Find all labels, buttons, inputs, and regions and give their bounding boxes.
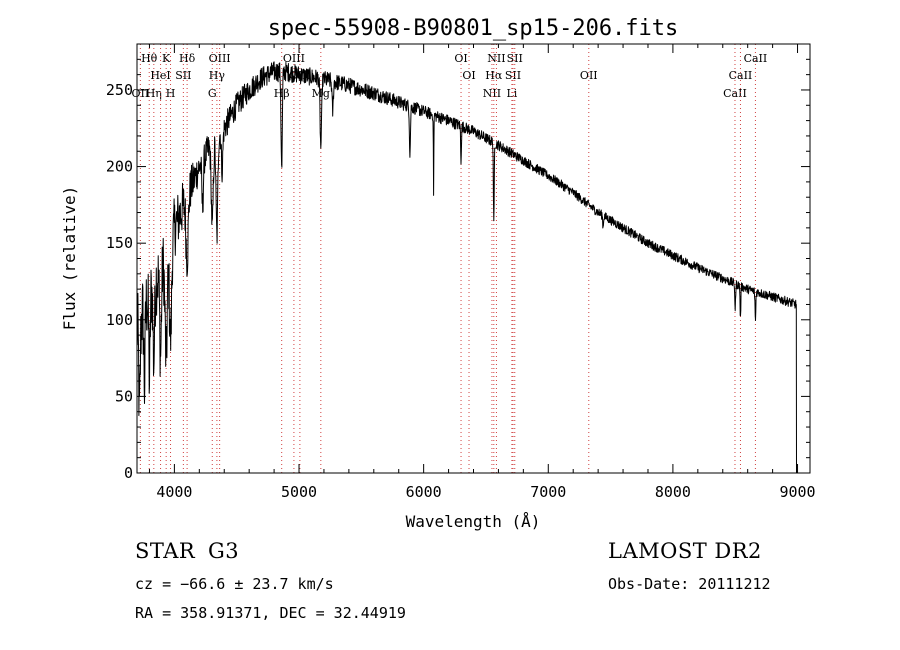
object-type: STAR (135, 539, 196, 563)
y-tick-label: 50 (115, 387, 133, 405)
x-tick-label: 9000 (779, 483, 815, 501)
x-tick-label: 6000 (406, 483, 442, 501)
line-marker-layer: OIIHθHηHeIKHSIIHδGHγOIIIHβOIIIOIIIMgOIOI… (132, 44, 768, 473)
line-marker-label: Hβ (274, 87, 290, 100)
line-marker-label: Hα (485, 69, 503, 82)
y-tick-label: 100 (106, 311, 133, 329)
y-tick-label: 150 (106, 234, 133, 252)
line-marker-label: CaII (723, 87, 747, 100)
x-tick-label: 5000 (281, 483, 317, 501)
y-tick-label: 250 (106, 81, 133, 99)
x-axis-label: Wavelength (Å) (406, 512, 541, 531)
line-marker-label: Hθ (141, 52, 158, 65)
spectrum-layer (136, 61, 797, 474)
line-marker-label: OI (454, 52, 467, 65)
survey-label: LAMOST DR2 (608, 539, 762, 563)
line-marker-label: OI (462, 69, 475, 82)
line-marker-label: K (162, 52, 171, 65)
line-marker-label: SII (175, 69, 191, 82)
x-tick-label: 7000 (530, 483, 566, 501)
x-tick-label: 8000 (655, 483, 691, 501)
line-marker-label: Hγ (209, 69, 226, 82)
line-marker-label: NII (483, 87, 501, 100)
spectrum-line (136, 61, 797, 474)
observation-date: Obs-Date: 20111212 (608, 575, 771, 593)
plot-frame (136, 43, 811, 474)
tick-layer: 4000 5000 6000 7000 8000 9000 0 50 100 150 200 250 (106, 44, 816, 501)
spectral-subclass: G3 (208, 539, 240, 563)
redshift-velocity: cz = −66.6 ± 23.7 km/s (135, 575, 334, 593)
line-marker-label: Hη (146, 87, 162, 100)
spectrum-chart: spec-55908-B90801_sp15-206.fits OII Hθ Hη H… (60, 16, 816, 531)
line-marker-label: Mg (312, 87, 330, 100)
line-marker-label: NII (487, 52, 505, 65)
line-marker-label: HeI (150, 69, 170, 82)
line-marker-label: G (208, 87, 217, 100)
line-marker-label: OII (580, 69, 598, 82)
line-marker-label: CaII (744, 52, 768, 65)
line-marker-label: SII (507, 52, 523, 65)
line-marker-label: OIII (283, 52, 305, 65)
line-marker-label: OIII (209, 52, 231, 65)
y-tick-label: 0 (124, 464, 133, 482)
x-tick-label: 4000 (156, 483, 192, 501)
line-marker-label: Li (506, 87, 517, 100)
line-marker-label: H (166, 87, 176, 100)
coordinates: RA = 358.91371, DEC = 32.44919 (135, 604, 406, 622)
y-tick-label: 200 (106, 158, 133, 176)
line-marker-label: SII (505, 69, 521, 82)
chart-title: spec-55908-B90801_sp15-206.fits (268, 16, 679, 41)
line-marker-label: Hδ (179, 52, 196, 65)
y-axis-label: Flux (relative) (60, 186, 79, 331)
line-marker-label: CaII (729, 69, 753, 82)
